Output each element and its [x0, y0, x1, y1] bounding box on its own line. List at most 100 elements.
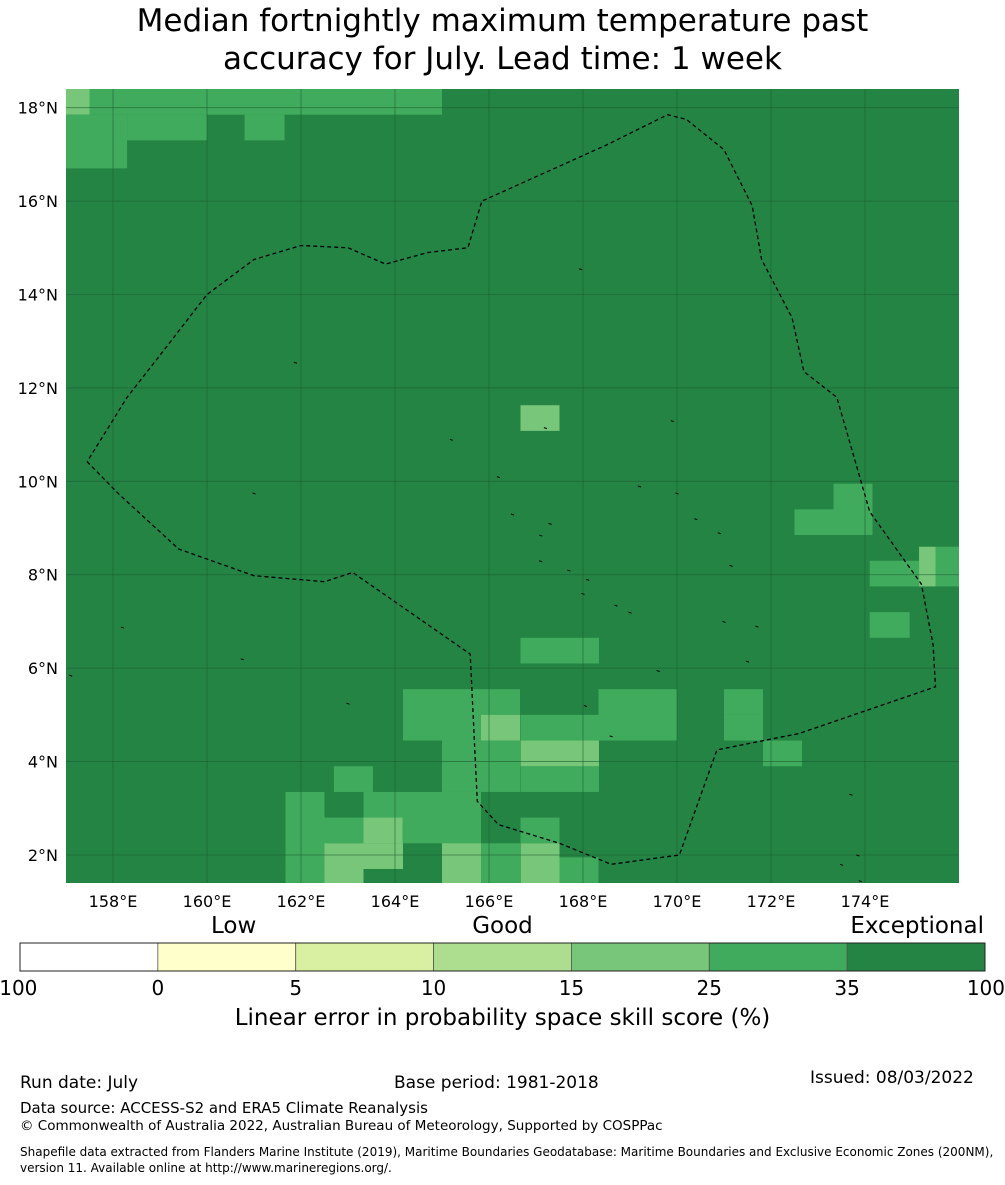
skill-cell — [363, 817, 403, 844]
island — [849, 793, 853, 796]
x-tick-label: 174°E — [841, 892, 890, 911]
skill-cell — [324, 868, 364, 883]
island — [252, 492, 256, 495]
skill-cell — [481, 714, 521, 741]
map-title-line-2: accuracy for July. Lead time: 1 week — [223, 41, 782, 77]
map-area — [66, 89, 959, 883]
island — [496, 476, 501, 479]
island — [346, 702, 350, 705]
y-tick-label: 6°N — [28, 659, 58, 678]
island — [722, 620, 726, 623]
skill-cell — [935, 546, 959, 587]
colorbar-tick-label: 5 — [289, 976, 303, 1000]
skill-cell — [89, 89, 442, 115]
island — [628, 611, 632, 614]
island — [755, 625, 759, 628]
skill-cell — [520, 766, 599, 792]
map-title: Median fortnightly maximum temperature p… — [0, 2, 1005, 78]
x-tick-label: 168°E — [559, 892, 608, 911]
island — [656, 670, 660, 672]
island — [583, 705, 588, 707]
colorbar-segment — [846, 942, 986, 972]
colorbar — [19, 942, 986, 972]
skill-cell — [724, 714, 764, 741]
data-source: Data source: ACCESS-S2 and ERA5 Climate … — [20, 1099, 428, 1117]
colorbar-tick-label: 15 — [558, 976, 585, 1000]
x-tick-label: 164°E — [371, 892, 420, 911]
y-tick-label: 4°N — [28, 753, 58, 772]
skill-cell — [520, 740, 599, 767]
colorbar-tick-label: 100 — [966, 976, 1005, 1000]
colorbar-tick-label: 35 — [834, 976, 860, 1000]
island — [510, 513, 515, 516]
skill-cell — [285, 791, 325, 869]
colorbar-tick-label: 10 — [420, 976, 447, 1000]
island — [717, 532, 721, 535]
shapefile-credit-line-1: Shapefile data extracted from Flanders M… — [20, 1145, 994, 1159]
skill-cell — [481, 740, 521, 792]
x-tick-label: 166°E — [465, 892, 514, 911]
colorbar-segment — [433, 942, 572, 972]
island — [69, 674, 73, 677]
colorbar-segment — [295, 942, 434, 972]
skill-cell — [127, 114, 207, 141]
colorbar-segment — [708, 942, 848, 972]
colorbar-segment — [571, 942, 710, 972]
skill-cell — [520, 637, 599, 664]
y-tick-label: 12°N — [18, 379, 58, 398]
island — [729, 564, 733, 567]
island — [586, 578, 590, 581]
island — [637, 485, 642, 488]
skill-cell — [402, 689, 442, 741]
island — [858, 880, 862, 883]
skill-cell — [724, 689, 764, 715]
island — [839, 863, 844, 866]
island — [548, 522, 552, 525]
skill-cell — [794, 509, 834, 536]
skill-cell — [333, 766, 373, 792]
skill-cell — [324, 817, 364, 844]
skill-cell — [442, 740, 482, 792]
x-tick-label: 158°E — [89, 892, 138, 911]
run-date: Run date: July — [20, 1073, 139, 1093]
x-tick-label: 160°E — [183, 892, 232, 911]
island — [609, 735, 613, 738]
skill-cell — [520, 843, 560, 883]
island — [745, 660, 750, 663]
skill-cell — [442, 843, 482, 883]
x-tick-label: 172°E — [747, 892, 796, 911]
map-title-line-1: Median fortnightly maximum temperature p… — [136, 3, 869, 39]
skill-cell — [763, 740, 803, 767]
y-tick-label: 10°N — [18, 472, 58, 491]
base-period: Base period: 1981-2018 — [394, 1073, 599, 1093]
y-tick-label: 16°N — [18, 192, 58, 211]
island — [578, 268, 583, 271]
y-tick-label: 14°N — [18, 286, 58, 305]
shapefile-credit-line-2: version 11. Available online at http://w… — [20, 1161, 392, 1175]
y-tick-label: 2°N — [28, 846, 58, 865]
island — [581, 592, 585, 595]
colorbar-label-low: Low — [211, 913, 257, 939]
island — [240, 658, 244, 661]
island — [293, 361, 298, 364]
skill-cell — [244, 114, 285, 141]
issued-date: Issued: 08/03/2022 — [810, 1068, 974, 1088]
skill-cell — [559, 857, 599, 883]
skill-cell — [869, 612, 910, 638]
copyright-notice: © Commonwealth of Australia 2022, Austra… — [20, 1118, 663, 1134]
colorbar-segment — [19, 942, 159, 972]
island — [120, 626, 125, 629]
skill-cell — [66, 114, 128, 169]
island — [694, 518, 698, 521]
skill-cell — [66, 89, 90, 115]
colorbar-tick-label: 0 — [151, 976, 165, 1000]
island — [614, 604, 618, 607]
colorbar-frame — [19, 942, 986, 972]
skill-cell — [919, 546, 936, 587]
colorbar-tick-label: -100 — [0, 976, 38, 1000]
colorbar-segment — [157, 942, 297, 972]
island — [449, 438, 454, 441]
island — [670, 420, 674, 423]
colorbar-tick-label: 25 — [696, 976, 723, 1000]
